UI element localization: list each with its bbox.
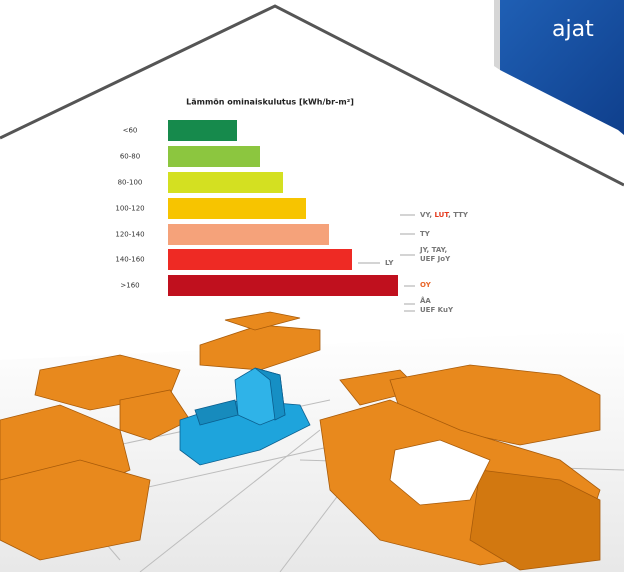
bar — [168, 146, 260, 167]
bar — [168, 224, 329, 245]
annotation: UEF KuY — [420, 306, 454, 314]
title-box-edge — [494, 0, 500, 70]
title-box — [500, 0, 624, 135]
category-label: 60-80 — [120, 153, 140, 161]
category-label: >160 — [120, 282, 139, 290]
annotation-part: VY, — [420, 211, 434, 219]
bar — [168, 172, 283, 193]
chart-title: Lämmön ominaiskulutus [kWh/br-m²] — [186, 98, 354, 107]
bar — [168, 198, 306, 219]
annotation: JY, TAY, — [419, 246, 447, 254]
category-label: 80-100 — [118, 179, 143, 187]
bar — [168, 120, 237, 141]
annotation: ÅA — [420, 296, 431, 305]
annotation: TY — [420, 230, 431, 238]
annotation: OY — [420, 281, 432, 289]
annotation-highlight: LUT — [434, 211, 449, 219]
bar — [168, 249, 352, 270]
courtyard — [389, 439, 491, 506]
energy-bars — [168, 120, 398, 296]
annotation-part: , TTY — [448, 211, 469, 219]
title-text: ajat — [552, 17, 594, 42]
category-labels: <60 60-80 80-100 100-120 120-140 140-160 >160 — [115, 127, 144, 290]
buildings — [0, 311, 601, 571]
annotation: VY, LUT, TTY — [420, 211, 469, 219]
annotation-leaders — [358, 214, 415, 312]
category-label: 140-160 — [115, 256, 144, 264]
annotation: UEF JoY — [420, 255, 451, 263]
annotation: LY — [385, 259, 394, 267]
category-label: 120-140 — [115, 231, 144, 239]
roof-line — [0, 4, 624, 187]
bar — [168, 275, 398, 296]
category-label: 100-120 — [115, 205, 144, 213]
highlighted-building — [179, 367, 311, 466]
category-label: <60 — [123, 127, 138, 135]
